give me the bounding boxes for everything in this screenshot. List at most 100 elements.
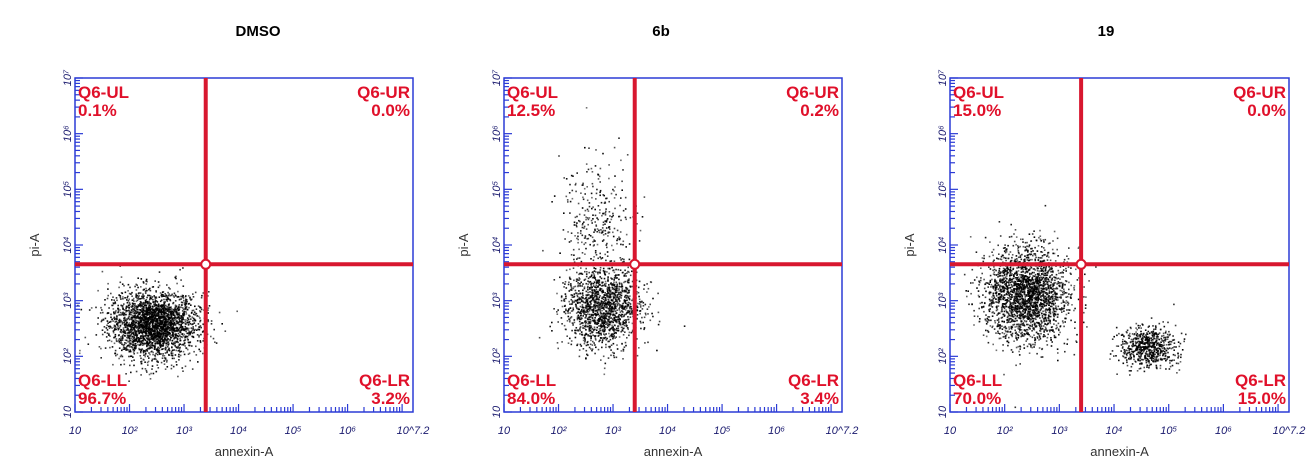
event-point xyxy=(606,255,609,257)
event-point xyxy=(155,328,157,331)
event-point xyxy=(182,328,185,330)
event-point xyxy=(614,329,617,331)
event-point xyxy=(129,325,132,328)
event-point xyxy=(621,289,623,291)
event-point xyxy=(590,303,592,305)
event-point xyxy=(1032,279,1035,281)
event-point xyxy=(587,308,589,311)
event-point xyxy=(563,298,566,301)
event-point xyxy=(142,282,145,284)
event-point xyxy=(591,236,594,239)
event-point xyxy=(631,330,634,333)
event-point xyxy=(564,283,566,285)
event-point xyxy=(622,334,625,336)
event-point xyxy=(169,325,172,328)
event-point xyxy=(604,233,607,235)
panel-title: DMSO xyxy=(236,23,281,40)
event-point xyxy=(627,309,629,312)
event-point xyxy=(149,345,152,348)
event-point xyxy=(576,344,578,347)
event-point xyxy=(597,322,600,324)
event-point xyxy=(588,205,591,208)
event-point xyxy=(154,308,157,311)
event-point xyxy=(195,324,197,327)
event-point xyxy=(613,146,616,149)
event-point xyxy=(187,332,190,335)
event-point xyxy=(164,301,166,303)
event-point xyxy=(144,327,147,330)
event-point xyxy=(984,296,987,299)
event-point xyxy=(1008,300,1011,302)
event-point xyxy=(138,347,140,350)
event-point xyxy=(153,334,156,336)
event-point xyxy=(113,302,115,305)
event-point xyxy=(625,302,627,305)
event-point xyxy=(608,346,611,349)
event-point xyxy=(167,317,170,320)
event-point xyxy=(599,307,601,309)
event-point xyxy=(155,339,158,341)
event-point xyxy=(578,296,581,299)
event-point xyxy=(609,345,611,348)
event-point xyxy=(106,332,109,334)
event-point xyxy=(611,283,613,286)
event-point xyxy=(592,214,594,216)
x-tick-label: 10⁶ xyxy=(768,425,785,437)
event-point xyxy=(166,296,169,299)
event-point xyxy=(620,259,622,261)
event-point xyxy=(139,324,141,327)
event-point xyxy=(590,314,593,317)
event-points xyxy=(538,107,686,376)
event-point xyxy=(123,303,125,305)
event-point xyxy=(569,320,571,323)
event-point xyxy=(577,241,579,244)
event-point xyxy=(1066,301,1069,304)
event-point xyxy=(198,315,200,318)
event-point xyxy=(144,313,146,316)
event-point xyxy=(1015,335,1017,337)
event-point xyxy=(169,323,171,325)
event-point xyxy=(178,323,181,326)
event-point xyxy=(171,343,174,345)
event-point xyxy=(166,351,168,354)
event-point xyxy=(617,289,619,292)
event-point xyxy=(155,336,157,339)
event-point xyxy=(563,286,565,288)
event-point xyxy=(174,300,177,302)
event-point xyxy=(585,349,588,352)
event-point xyxy=(618,319,621,322)
event-point xyxy=(136,331,138,333)
event-point xyxy=(624,296,626,298)
event-point xyxy=(104,303,106,306)
event-point xyxy=(170,334,173,337)
quadrant-name: Q6-LL xyxy=(507,371,556,390)
event-point xyxy=(168,298,171,301)
event-point xyxy=(578,355,581,358)
event-point xyxy=(114,302,116,304)
event-point xyxy=(599,310,602,312)
event-point xyxy=(616,348,619,350)
event-point xyxy=(124,348,126,350)
event-point xyxy=(625,233,628,236)
event-point xyxy=(579,328,581,330)
event-point xyxy=(142,334,144,337)
event-point xyxy=(185,311,187,313)
event-point xyxy=(593,319,596,321)
gate-center-handle[interactable] xyxy=(200,258,212,270)
event-point xyxy=(616,318,619,321)
event-point xyxy=(578,320,581,323)
event-point xyxy=(187,318,190,321)
event-point xyxy=(183,319,186,321)
event-point xyxy=(154,339,157,342)
event-point xyxy=(606,290,609,293)
event-point xyxy=(593,244,595,246)
event-point xyxy=(998,298,1001,300)
gate-center-handle[interactable] xyxy=(629,258,641,270)
event-point xyxy=(566,320,569,322)
event-point xyxy=(144,310,146,312)
event-point xyxy=(594,303,596,305)
event-point xyxy=(622,348,625,351)
event-point xyxy=(164,325,166,327)
event-point xyxy=(570,316,573,318)
event-point xyxy=(129,286,131,289)
